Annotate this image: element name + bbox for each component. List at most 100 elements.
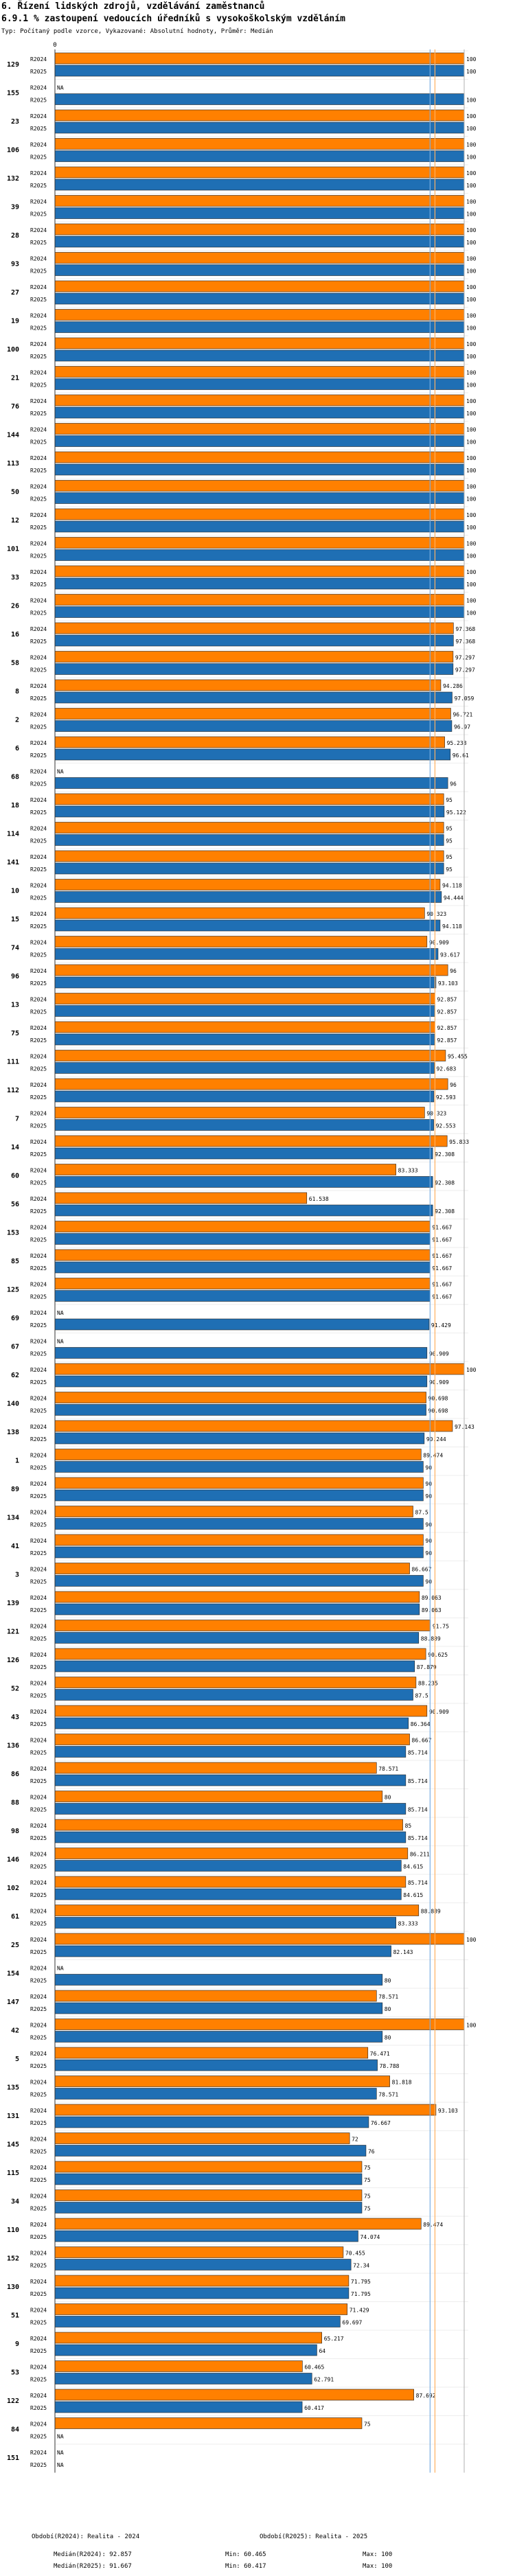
bar-r2024 bbox=[54, 1705, 428, 1717]
bar-r2025 bbox=[54, 1062, 435, 1074]
data-label-r2025: 71.795 bbox=[351, 2291, 371, 2297]
bar-r2024 bbox=[54, 2075, 390, 2087]
bar-r2025 bbox=[54, 1176, 433, 1188]
bar-r2024 bbox=[54, 2019, 465, 2030]
bar-r2024 bbox=[54, 1905, 420, 1916]
data-label-r2024: 86.667 bbox=[412, 1567, 432, 1573]
data-label-r2024: 100 bbox=[466, 484, 477, 490]
indicator-title: 6.9.1 % zastoupení vedoucích úředníků s … bbox=[1, 14, 345, 24]
na-label-r2025: NA bbox=[57, 2434, 64, 2440]
bar-r2024 bbox=[54, 651, 454, 663]
series-label-r2024: R2024 bbox=[30, 683, 47, 689]
data-label-r2024: 100 bbox=[466, 170, 477, 176]
bar-r2025 bbox=[54, 65, 465, 77]
series-label-r2025: R2025 bbox=[30, 2177, 47, 2183]
data-label-r2024: 87.5 bbox=[415, 1510, 428, 1516]
data-label-r2025: 90.698 bbox=[428, 1408, 448, 1414]
bar-r2024 bbox=[54, 1876, 407, 1888]
data-label-r2024: 90.323 bbox=[426, 911, 446, 917]
category-label: 146 bbox=[7, 1856, 19, 1864]
category-label: 7 bbox=[15, 1116, 19, 1123]
data-label-r2024: 75 bbox=[364, 2422, 371, 2428]
series-label-r2024: R2024 bbox=[30, 1054, 47, 1060]
data-label-r2025: 100 bbox=[466, 582, 477, 588]
data-label-r2025: 75 bbox=[364, 2206, 371, 2212]
bar-r2025 bbox=[54, 834, 444, 846]
series-label-r2025: R2025 bbox=[30, 411, 47, 417]
data-label-r2025: 60.417 bbox=[304, 2405, 324, 2411]
bar-r2025 bbox=[54, 378, 465, 390]
data-label-r2025: 78.571 bbox=[378, 2092, 398, 2098]
max-2025: Max: 100 bbox=[363, 2563, 393, 2570]
series-label-r2024: R2024 bbox=[30, 370, 47, 376]
bar-r2025 bbox=[54, 1404, 426, 1416]
bar-r2025 bbox=[54, 1860, 402, 1872]
data-label-r2025: 94.444 bbox=[444, 895, 464, 901]
data-label-r2025: 76 bbox=[368, 2149, 375, 2155]
series-label-r2025: R2025 bbox=[30, 1921, 47, 1927]
series-label-r2025: R2025 bbox=[30, 952, 47, 958]
data-label-r2025: 88.889 bbox=[421, 1636, 441, 1642]
category-label: 122 bbox=[7, 2397, 19, 2405]
data-label-r2025: 100 bbox=[466, 439, 477, 446]
bar-r2024 bbox=[54, 1050, 446, 1061]
bar-r2025 bbox=[54, 321, 465, 333]
data-label-r2024: 83.333 bbox=[398, 1168, 418, 1174]
series-label-r2025: R2025 bbox=[30, 1009, 47, 1015]
data-label-r2024: 100 bbox=[466, 512, 477, 518]
category-label: 15 bbox=[11, 916, 19, 923]
bar-r2024 bbox=[54, 850, 444, 862]
category-label: 132 bbox=[7, 175, 19, 183]
bar-r2024 bbox=[54, 1620, 431, 1631]
series-label-r2025: R2025 bbox=[30, 2206, 47, 2212]
series-label-r2024: R2024 bbox=[30, 769, 47, 775]
data-label-r2025: 100 bbox=[466, 496, 477, 503]
series-label-r2024: R2024 bbox=[30, 227, 47, 233]
bar-r2025 bbox=[54, 2344, 317, 2356]
series-label-r2024: R2024 bbox=[30, 997, 47, 1003]
category-label: 42 bbox=[11, 2027, 19, 2035]
data-label-r2025: 92.553 bbox=[436, 1123, 456, 1129]
series-label-r2025: R2025 bbox=[30, 1579, 47, 1585]
series-label-r2025: R2025 bbox=[30, 724, 47, 731]
data-label-r2025: 91.667 bbox=[432, 1294, 452, 1300]
category-label: 111 bbox=[7, 1059, 19, 1066]
category-label: 21 bbox=[11, 375, 19, 382]
data-label-r2025: 87.879 bbox=[417, 1664, 437, 1670]
category-label: 41 bbox=[11, 1543, 19, 1550]
series-label-r2025: R2025 bbox=[30, 2234, 47, 2240]
data-label-r2024: 100 bbox=[466, 569, 477, 575]
bar-r2025 bbox=[54, 2116, 369, 2128]
data-label-r2024: 90.909 bbox=[429, 940, 449, 946]
series-label-r2024: R2024 bbox=[30, 199, 47, 205]
data-label-r2024: 95 bbox=[446, 826, 453, 832]
series-label-r2024: R2024 bbox=[30, 1025, 47, 1031]
series-label-r2024: R2024 bbox=[30, 940, 47, 946]
category-label: 12 bbox=[11, 517, 19, 525]
bar-r2025 bbox=[54, 1119, 434, 1131]
bar-r2025 bbox=[54, 1233, 431, 1245]
series-label-r2025: R2025 bbox=[30, 2462, 47, 2468]
bar-r2025 bbox=[54, 634, 454, 647]
series-label-r2024: R2024 bbox=[30, 626, 47, 632]
data-label-r2024: 78.571 bbox=[378, 1994, 398, 2000]
series-label-r2025: R2025 bbox=[30, 1892, 47, 1898]
series-label-r2025: R2025 bbox=[30, 154, 47, 161]
bar-r2024 bbox=[54, 109, 465, 122]
data-label-r2024: 100 bbox=[466, 227, 477, 233]
category-label: 28 bbox=[11, 232, 19, 240]
data-label-r2025: 90.909 bbox=[429, 1351, 449, 1357]
series-label-r2024: R2024 bbox=[30, 1111, 47, 1117]
data-label-r2025: 100 bbox=[466, 211, 477, 218]
series-label-r2025: R2025 bbox=[30, 1066, 47, 1072]
category-label: 138 bbox=[7, 1429, 19, 1436]
period-2025: Období(R2025): Realita - 2025 bbox=[260, 2533, 368, 2540]
bar-r2024 bbox=[54, 1021, 435, 1033]
data-label-r2025: 62.791 bbox=[314, 2377, 334, 2383]
data-label-r2024: 100 bbox=[466, 370, 477, 376]
category-label: 75 bbox=[11, 1030, 19, 1037]
data-label-r2025: 100 bbox=[466, 411, 477, 417]
data-label-r2024: 100 bbox=[466, 341, 477, 347]
category-label: 88 bbox=[11, 1799, 19, 1807]
data-label-r2025: 74.074 bbox=[360, 2234, 380, 2240]
